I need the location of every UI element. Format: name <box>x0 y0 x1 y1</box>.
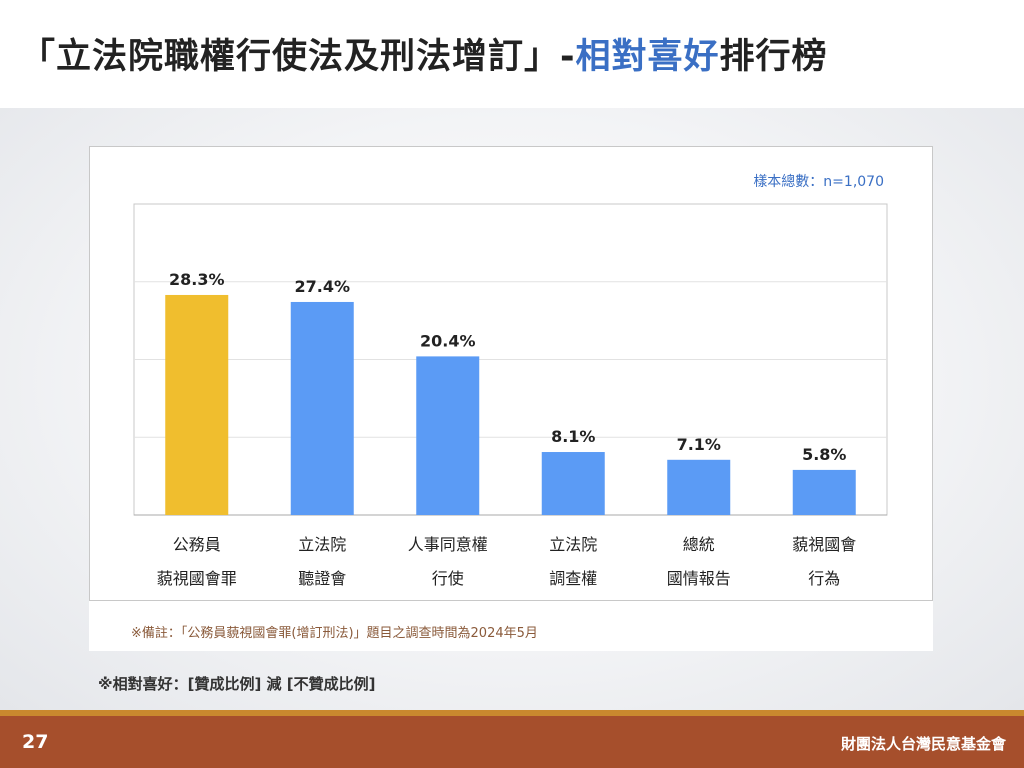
definition-note: ※相對喜好：[贊成比例] 減 [不贊成比例] <box>98 675 376 693</box>
title-bar: 「立法院職權行使法及刑法增訂」-相對喜好排行榜 <box>0 0 1024 108</box>
footnote: ※備註：「公務員藐視國會罪(增訂刑法)」題目之調查時間為2024年5月 <box>131 626 538 641</box>
category-label: 藐視國會 <box>792 535 856 554</box>
note-panel: ※備註：「公務員藐視國會罪(增訂刑法)」題目之調查時間為2024年5月 <box>89 601 933 651</box>
category-label: 立法院 <box>298 535 346 554</box>
data-label: 8.1% <box>551 427 595 446</box>
sample-size-label: 樣本總數：n=1,070 <box>753 174 884 190</box>
bar <box>165 294 229 515</box>
category-label: 行為 <box>808 569 840 588</box>
category-label: 立法院 <box>549 535 597 554</box>
bar <box>416 356 480 515</box>
data-label: 28.3% <box>169 270 225 289</box>
category-label: 人事同意權 <box>408 535 488 554</box>
page-title: 「立法院職權行使法及刑法增訂」-相對喜好排行榜 <box>20 28 828 79</box>
category-label: 公務員 <box>173 535 221 554</box>
chart-panel: 樣本總數：n=1,070 28.3% 公務員藐視國會罪 27.4% 立法院聽證會 20.… <box>89 146 933 601</box>
data-label: 27.4% <box>294 277 350 296</box>
footer-accent-line <box>0 710 1024 716</box>
page-number: 27 <box>22 731 49 753</box>
category-label: 總統 <box>683 535 715 554</box>
title-prefix: 「立法院職權行使法及刑法增訂」- <box>20 37 576 77</box>
bar <box>290 301 354 515</box>
category-label: 國情報告 <box>667 569 731 588</box>
category-label: 聽證會 <box>298 569 346 588</box>
footer-bar: 27 財團法人台灣民意基金會 <box>0 716 1024 768</box>
bar <box>541 452 605 515</box>
data-label: 5.8% <box>802 445 846 464</box>
category-label: 藐視國會罪 <box>157 569 237 588</box>
bar <box>792 469 856 515</box>
bar <box>667 459 731 515</box>
title-highlight: 相對喜好 <box>575 37 720 77</box>
category-label: 調查權 <box>549 569 597 588</box>
data-label: 20.4% <box>420 331 476 350</box>
category-label: 行使 <box>432 569 464 588</box>
data-label: 7.1% <box>677 435 721 454</box>
organization-name: 財團法人台灣民意基金會 <box>840 735 1006 753</box>
title-suffix: 排行榜 <box>719 37 828 77</box>
